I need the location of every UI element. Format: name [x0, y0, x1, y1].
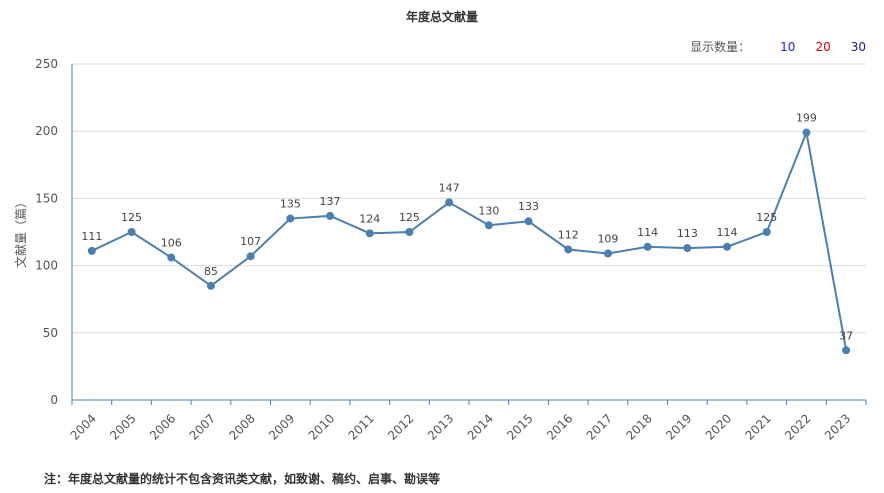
- x-tick-label: 2005: [107, 411, 138, 442]
- data-label: 113: [677, 227, 698, 240]
- data-label: 147: [439, 181, 460, 194]
- data-label: 106: [161, 237, 182, 250]
- chart-title: 年度总文献量: [405, 10, 478, 24]
- display-count-option-30[interactable]: 30: [850, 39, 866, 54]
- x-tick-label: 2006: [147, 411, 178, 442]
- data-point: [683, 244, 692, 253]
- data-point: [842, 346, 851, 355]
- x-tick-label: 2007: [187, 411, 218, 442]
- data-label: 114: [637, 226, 658, 239]
- data-point: [762, 228, 771, 236]
- display-count-option-20[interactable]: 20: [815, 39, 831, 54]
- data-point: [564, 245, 573, 254]
- x-tick-label: 2013: [425, 411, 456, 442]
- data-label: 130: [478, 204, 499, 217]
- data-point: [723, 242, 732, 251]
- data-label: 109: [597, 233, 618, 246]
- data-point: [87, 246, 96, 255]
- data-label: 125: [756, 211, 777, 224]
- x-tick-label: 2004: [68, 411, 99, 442]
- y-tick-label: 200: [35, 124, 58, 138]
- x-tick-label: 2011: [345, 411, 376, 442]
- data-label: 114: [717, 226, 738, 239]
- data-point: [405, 228, 414, 236]
- display-count-controls: 显示数量： 10 20 30: [690, 38, 866, 55]
- data-label: 107: [240, 235, 261, 248]
- data-label: 124: [359, 212, 380, 225]
- data-point: [484, 221, 493, 230]
- x-tick-label: 2021: [742, 411, 773, 442]
- data-point: [127, 228, 136, 236]
- data-label: 125: [121, 211, 142, 224]
- x-tick-label: 2015: [504, 411, 535, 442]
- y-tick-label: 100: [35, 259, 58, 273]
- data-label: 125: [399, 211, 420, 224]
- data-point: [802, 128, 811, 137]
- x-tick-label: 2016: [544, 411, 575, 442]
- data-point: [286, 214, 295, 223]
- x-tick-label: 2018: [623, 411, 654, 442]
- data-label: 133: [518, 200, 539, 213]
- x-tick-label: 2019: [663, 411, 694, 442]
- y-tick-label: 150: [35, 191, 58, 205]
- y-tick-label: 50: [43, 326, 58, 340]
- data-label: 111: [81, 230, 102, 243]
- series-line: [91, 128, 848, 351]
- y-axis-title: 文献量（篇）: [13, 196, 28, 268]
- x-tick-label: 2022: [782, 411, 813, 442]
- data-label: 137: [320, 195, 341, 208]
- data-point: [643, 242, 652, 251]
- x-tick-label: 2023: [822, 411, 853, 442]
- data-point: [167, 253, 176, 262]
- data-point: [603, 249, 612, 258]
- x-tick-label: 2020: [703, 411, 734, 442]
- x-tick-label: 2010: [306, 411, 337, 442]
- display-count-option-10[interactable]: 10: [780, 39, 796, 54]
- y-tick-label: 250: [35, 57, 58, 71]
- data-point: [206, 281, 215, 290]
- x-tick-label: 2009: [266, 411, 297, 442]
- data-label: 199: [796, 112, 817, 125]
- data-point: [445, 198, 454, 207]
- x-tick-label: 2017: [584, 411, 615, 442]
- x-tick-label: 2008: [226, 411, 257, 442]
- data-label: 112: [558, 228, 579, 241]
- data-label: 37: [839, 329, 853, 342]
- data-label: 85: [204, 265, 218, 278]
- x-tick-label: 2012: [385, 411, 416, 442]
- data-point: [524, 217, 533, 226]
- display-count-label: 显示数量：: [690, 40, 751, 54]
- footnote: 注：年度总文献量的统计不包含资讯类文献，如致谢、稿约、启事、勘误等: [44, 472, 441, 486]
- x-tick-label: 2014: [465, 411, 496, 442]
- data-point: [326, 211, 335, 220]
- data-point: [246, 252, 255, 261]
- data-label: 135: [280, 198, 301, 211]
- y-tick-label: 0: [50, 393, 58, 407]
- data-point: [365, 229, 374, 238]
